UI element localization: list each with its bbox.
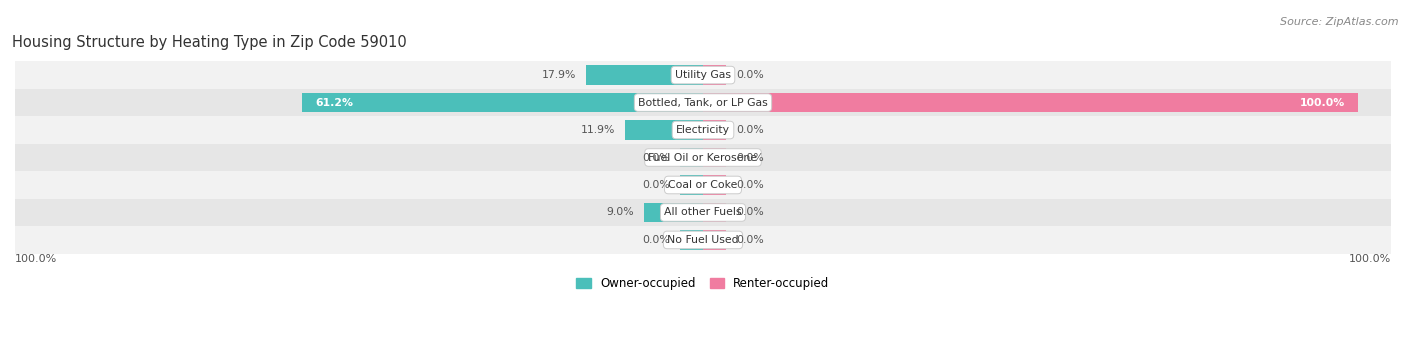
Text: All other Fuels: All other Fuels [664,207,742,218]
Bar [15,226,1391,254]
Text: 0.0%: 0.0% [735,180,763,190]
Text: 100.0%: 100.0% [15,254,58,264]
Text: 0.0%: 0.0% [735,152,763,163]
Text: 0.0%: 0.0% [643,180,671,190]
Text: 0.0%: 0.0% [643,152,671,163]
Text: 100.0%: 100.0% [1348,254,1391,264]
Bar [15,144,1391,171]
Text: 0.0%: 0.0% [643,235,671,245]
Bar [681,230,703,250]
Bar [626,120,703,140]
Bar [302,93,703,113]
Text: 61.2%: 61.2% [315,98,353,107]
Bar [15,171,1391,199]
Bar [681,175,703,195]
Text: Source: ZipAtlas.com: Source: ZipAtlas.com [1281,17,1399,27]
Bar [644,203,703,222]
Text: 11.9%: 11.9% [581,125,616,135]
Text: Utility Gas: Utility Gas [675,70,731,80]
Bar [703,93,1358,113]
Text: 17.9%: 17.9% [541,70,576,80]
Text: Housing Structure by Heating Type in Zip Code 59010: Housing Structure by Heating Type in Zip… [13,35,406,50]
Bar [703,120,725,140]
Text: Coal or Coke: Coal or Coke [668,180,738,190]
Text: No Fuel Used: No Fuel Used [668,235,738,245]
Text: 0.0%: 0.0% [735,125,763,135]
Bar [703,230,725,250]
Bar [703,65,725,85]
Bar [15,199,1391,226]
Text: Bottled, Tank, or LP Gas: Bottled, Tank, or LP Gas [638,98,768,107]
Text: Fuel Oil or Kerosene: Fuel Oil or Kerosene [648,152,758,163]
Legend: Owner-occupied, Renter-occupied: Owner-occupied, Renter-occupied [576,277,830,290]
Text: Electricity: Electricity [676,125,730,135]
Text: 9.0%: 9.0% [606,207,634,218]
Bar [586,65,703,85]
Text: 0.0%: 0.0% [735,235,763,245]
Bar [703,203,725,222]
Text: 100.0%: 100.0% [1301,98,1346,107]
Bar [703,175,725,195]
Bar [15,61,1391,89]
Bar [15,116,1391,144]
Bar [15,89,1391,116]
Text: 0.0%: 0.0% [735,70,763,80]
Bar [703,148,725,167]
Bar [681,148,703,167]
Text: 0.0%: 0.0% [735,207,763,218]
